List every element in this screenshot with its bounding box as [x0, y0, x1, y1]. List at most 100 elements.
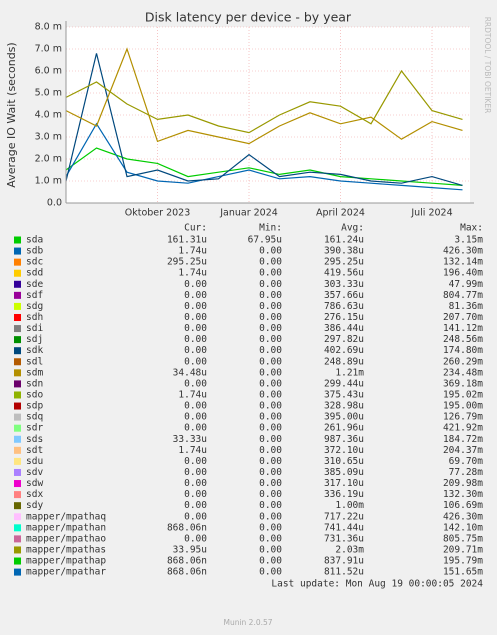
legend-swatch	[14, 446, 21, 454]
legend-stat: 395.00u	[324, 412, 364, 423]
legend-stat: 0.00	[184, 279, 207, 290]
legend-stat: 0.00	[184, 334, 207, 345]
legend-label: sdy	[26, 500, 43, 511]
legend-stat: 0.00	[184, 323, 207, 334]
legend-stat: 0.00	[184, 378, 207, 389]
legend-swatch	[14, 336, 21, 344]
legend-stat: 328.98u	[324, 401, 364, 412]
legend-stat: 804.77m	[443, 290, 483, 301]
series-line	[65, 69, 463, 134]
legend-swatch	[14, 424, 21, 432]
legend-stat: 260.29m	[443, 356, 483, 367]
legend-stat: 0.00	[259, 323, 282, 334]
y-tick-label: 6.0 m	[35, 66, 62, 77]
legend-swatch	[14, 435, 21, 443]
legend-label: sdr	[26, 423, 43, 434]
legend-swatch	[14, 347, 21, 355]
legend-stat: 234.48m	[443, 367, 483, 378]
y-tick-label: 2.0 m	[35, 154, 62, 165]
legend-swatch	[14, 513, 21, 521]
legend-swatch	[14, 325, 21, 333]
legend-stat: 811.52u	[324, 567, 364, 578]
series-line	[65, 47, 463, 145]
legend-label: mapper/mpathao	[26, 533, 106, 544]
y-tick-label: 0.0	[47, 198, 62, 209]
legend-stat: 0.00	[184, 489, 207, 500]
footer: Munin 2.0.57	[223, 618, 272, 627]
legend-stat: 0.00	[184, 456, 207, 467]
legend-stat: 0.00	[184, 345, 207, 356]
legend-stat: 141.12m	[443, 323, 483, 334]
legend-swatch	[14, 380, 21, 388]
legend-stat: 0.00	[184, 401, 207, 412]
y-tick-label: 1.0 m	[35, 176, 62, 187]
legend-swatch	[14, 413, 21, 421]
legend-stat: 0.00	[259, 445, 282, 456]
legend-stat: 1.74u	[178, 246, 207, 257]
legend-swatch	[14, 480, 21, 488]
legend-label: sdb	[26, 246, 43, 257]
legend-stat: 34.48u	[173, 367, 207, 378]
legend-stat: 1.74u	[178, 268, 207, 279]
last-update: Last update: Mon Aug 19 00:00:05 2024	[271, 579, 483, 590]
legend-stat: 0.00	[259, 290, 282, 301]
legend-stat: 0.00	[259, 533, 282, 544]
legend-stat: 0.00	[259, 567, 282, 578]
legend-stat: 132.30m	[443, 489, 483, 500]
legend-label: sdu	[26, 456, 43, 467]
legend-label: mapper/mpathar	[26, 567, 106, 578]
legend-stat: 195.79m	[443, 556, 483, 567]
legend-stat: 276.15u	[324, 312, 364, 323]
legend-stat: 786.63u	[324, 301, 364, 312]
legend-stat: 375.43u	[324, 389, 364, 400]
legend-label: sdq	[26, 412, 43, 423]
legend-swatch	[14, 402, 21, 410]
legend-stat: 0.00	[259, 401, 282, 412]
watermark: RRDTOOL / TOBI OETIKER	[483, 17, 492, 114]
legend-label: sdh	[26, 312, 43, 323]
legend-label: sdl	[26, 356, 43, 367]
legend-stat: 0.00	[259, 412, 282, 423]
legend-swatch	[14, 524, 21, 532]
chart-title: Disk latency per device - by year	[145, 10, 352, 25]
legend-stat: 402.69u	[324, 345, 364, 356]
legend-stat: 741.44u	[324, 522, 364, 533]
x-tick-label: April 2024	[316, 208, 365, 219]
legend-stat: 426.30m	[443, 511, 483, 522]
legend-swatch	[14, 391, 21, 399]
series-line	[65, 53, 463, 186]
legend-label: sdp	[26, 401, 43, 412]
column-header: Avg:	[341, 223, 364, 234]
column-header: Cur:	[184, 223, 207, 234]
legend-stat: 0.00	[184, 301, 207, 312]
x-tick-label: Januar 2024	[219, 208, 278, 219]
legend-stat: 69.70m	[449, 456, 484, 467]
legend-label: sdc	[26, 257, 43, 268]
legend-stat: 161.24u	[324, 235, 364, 246]
legend-stat: 0.00	[259, 423, 282, 434]
legend-stat: 0.00	[259, 544, 282, 555]
legend-stat: 261.96u	[324, 423, 364, 434]
legend-label: sdf	[26, 290, 43, 301]
legend-label: sdv	[26, 467, 43, 478]
legend-stat: 0.00	[259, 456, 282, 467]
legend-stat: 0.00	[259, 389, 282, 400]
legend-swatch	[14, 236, 21, 244]
legend-label: sde	[26, 279, 43, 290]
y-tick-label: 5.0 m	[35, 88, 62, 99]
legend-stat: 33.33u	[173, 434, 207, 445]
legend-stat: 207.70m	[443, 312, 483, 323]
legend-label: sdn	[26, 378, 43, 389]
y-tick-label: 7.0 m	[35, 44, 62, 55]
x-tick-label: Oktober 2023	[125, 208, 191, 219]
legend-swatch	[14, 280, 21, 288]
legend-stat: 0.00	[184, 500, 207, 511]
legend-stat: 868.06n	[167, 556, 207, 567]
legend-stat: 868.06n	[167, 522, 207, 533]
legend-swatch	[14, 568, 21, 576]
legend-stat: 195.00m	[443, 401, 483, 412]
legend-stat: 0.00	[259, 556, 282, 567]
legend-stat: 297.82u	[324, 334, 364, 345]
legend-stat: 372.10u	[324, 445, 364, 456]
legend-swatch	[14, 457, 21, 465]
